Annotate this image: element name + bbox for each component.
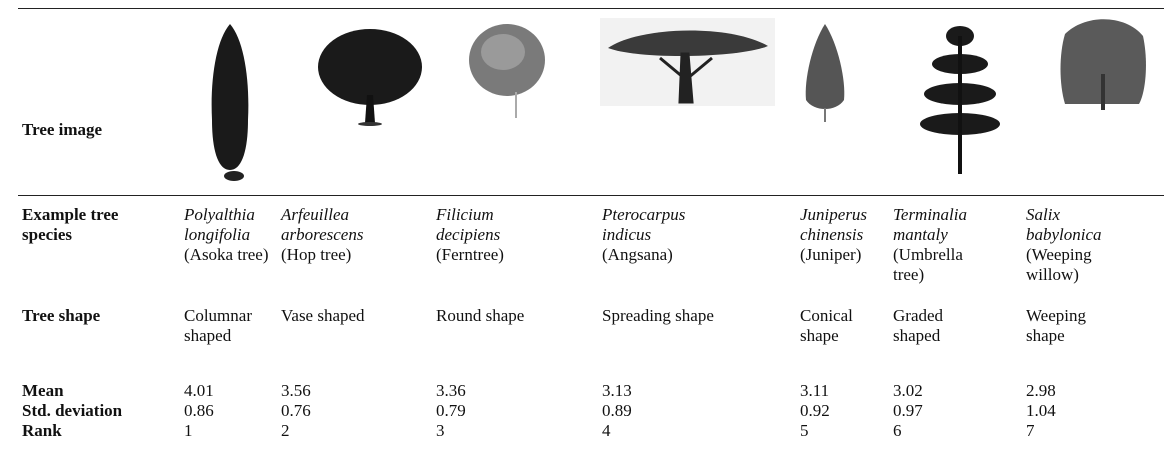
mean-value: 3.13	[602, 381, 732, 401]
scientific-name: Arfeuillea arborescens	[281, 205, 401, 245]
page: Tree image Example tree species Tree sha…	[0, 0, 1164, 450]
mean-value: 3.11	[800, 381, 885, 401]
row-label: Mean	[22, 381, 172, 401]
scientific-name: Filicium decipiens	[436, 205, 536, 245]
rank-value: 1	[184, 421, 274, 441]
mean-value: 3.02	[893, 381, 983, 401]
scientific-name: Terminalia mantaly	[893, 205, 983, 245]
tree-shape: Columnar shaped	[184, 306, 274, 346]
rank-value: 7	[1026, 421, 1114, 441]
sd-value: 1.04	[1026, 401, 1114, 421]
sd-value: 0.97	[893, 401, 983, 421]
tree-shape: Graded shaped	[893, 306, 983, 346]
common-name: (Angsana)	[602, 245, 732, 265]
scientific-name: Pterocarpus indicus	[602, 205, 732, 245]
species-cell: Salix babylonica(Weeping willow)	[1026, 205, 1114, 285]
tree-image	[800, 20, 850, 125]
species-cell: Pterocarpus indicus(Angsana)	[602, 205, 732, 265]
common-name: (Asoka tree)	[184, 245, 274, 265]
rank-value: 6	[893, 421, 983, 441]
tree-image	[915, 22, 1005, 182]
top-rule	[18, 8, 1164, 9]
row-label: Example tree species	[22, 205, 162, 245]
rank-value: 3	[436, 421, 536, 441]
tree-shape: Spreading shape	[602, 306, 732, 326]
sd-value: 0.92	[800, 401, 885, 421]
tree-image	[315, 25, 425, 130]
mean-value: 2.98	[1026, 381, 1114, 401]
scientific-name: Polyalthia longifolia	[184, 205, 274, 245]
row-label: Tree image	[22, 120, 172, 140]
rank-value: 2	[281, 421, 401, 441]
sd-value: 0.89	[602, 401, 732, 421]
tree-image	[600, 18, 775, 106]
common-name: (Umbrella tree)	[893, 245, 983, 285]
rank-value: 5	[800, 421, 885, 441]
row-label: Tree shape	[22, 306, 172, 326]
sd-value: 0.79	[436, 401, 536, 421]
tree-shape: Round shape	[436, 306, 536, 326]
species-cell: Arfeuillea arborescens(Hop tree)	[281, 205, 401, 265]
common-name: (Weeping willow)	[1026, 245, 1114, 285]
sd-value: 0.76	[281, 401, 401, 421]
row-label: Std. deviation	[22, 401, 172, 421]
common-name: (Hop tree)	[281, 245, 401, 265]
scientific-name: Salix babylonica	[1026, 205, 1114, 245]
mean-value: 4.01	[184, 381, 274, 401]
mid-rule	[18, 195, 1164, 196]
species-cell: Polyalthia longifolia(Asoka tree)	[184, 205, 274, 265]
row-label: Rank	[22, 421, 172, 441]
sd-value: 0.86	[184, 401, 274, 421]
mean-value: 3.56	[281, 381, 401, 401]
tree-shape: Weeping shape	[1026, 306, 1114, 346]
species-cell: Filicium decipiens(Ferntree)	[436, 205, 536, 265]
mean-value: 3.36	[436, 381, 536, 401]
species-cell: Terminalia mantaly(Umbrella tree)	[893, 205, 983, 285]
tree-shape: Vase shaped	[281, 306, 401, 326]
rank-value: 4	[602, 421, 732, 441]
common-name: (Juniper)	[800, 245, 885, 265]
tree-image	[200, 20, 260, 190]
tree-image	[465, 20, 550, 120]
common-name: (Ferntree)	[436, 245, 536, 265]
scientific-name: Juniperus chinensis	[800, 205, 885, 245]
species-cell: Juniperus chinensis(Juniper)	[800, 205, 885, 265]
tree-shape: Conical shape	[800, 306, 885, 346]
tree-image	[1055, 14, 1150, 114]
